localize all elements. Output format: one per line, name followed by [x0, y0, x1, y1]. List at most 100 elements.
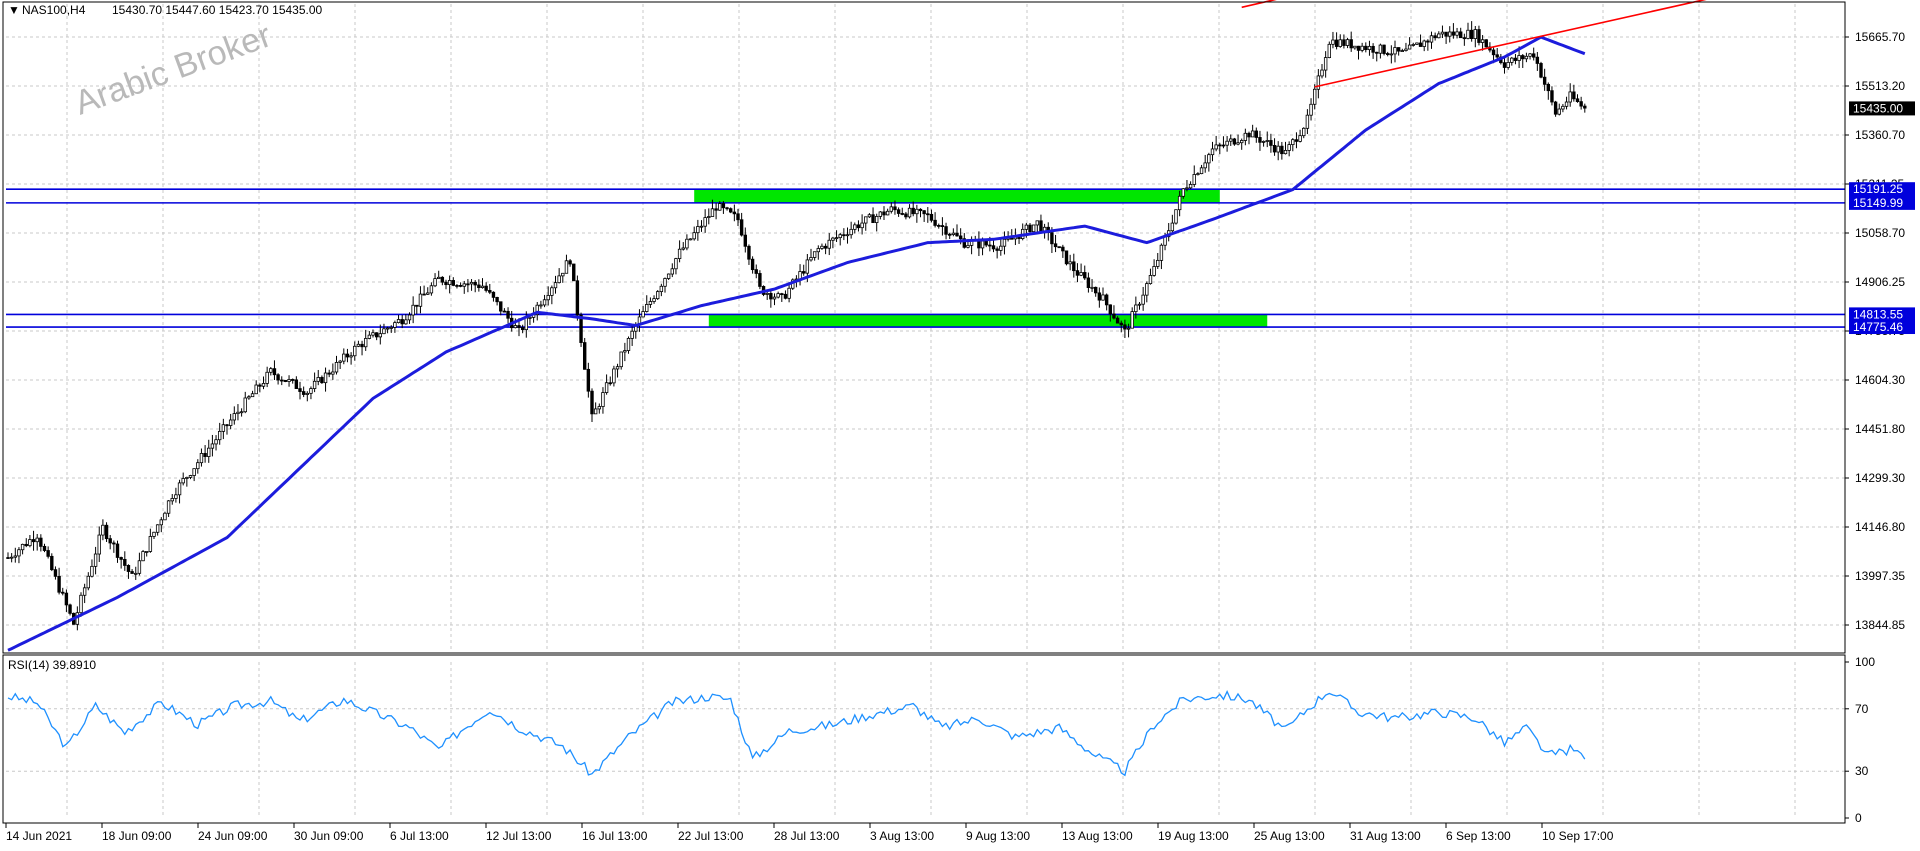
candle-body[interactable] — [1367, 45, 1372, 51]
candle-body[interactable] — [1126, 327, 1131, 330]
candle-body[interactable] — [1371, 45, 1375, 53]
candle-body[interactable] — [1564, 101, 1569, 107]
candle-body[interactable] — [900, 213, 904, 215]
candle-body[interactable] — [1375, 51, 1379, 54]
candle-body[interactable] — [1185, 187, 1189, 190]
candle-body[interactable] — [1221, 144, 1226, 147]
candle-body[interactable] — [1448, 31, 1452, 37]
candle-body[interactable] — [834, 237, 839, 240]
candle-body[interactable] — [1123, 324, 1127, 330]
candle-body[interactable] — [199, 452, 204, 464]
candle-body[interactable] — [1338, 39, 1342, 47]
candle-body[interactable] — [20, 543, 25, 551]
candle-body[interactable] — [535, 304, 539, 315]
candle-body[interactable] — [1024, 224, 1029, 230]
candle-body[interactable] — [1192, 174, 1196, 185]
candle-body[interactable] — [907, 207, 912, 218]
candle-body[interactable] — [1532, 53, 1536, 58]
candle-body[interactable] — [363, 338, 368, 348]
candle-body[interactable] — [429, 285, 434, 294]
candle-body[interactable] — [601, 392, 605, 407]
candle-body[interactable] — [984, 240, 988, 246]
candle-body[interactable] — [426, 292, 430, 295]
candle-body[interactable] — [477, 284, 481, 289]
candle-body[interactable] — [261, 383, 266, 387]
candle-body[interactable] — [674, 258, 678, 270]
candle-body[interactable] — [1502, 62, 1507, 68]
candle-body[interactable] — [309, 388, 313, 394]
candle-body[interactable] — [13, 555, 17, 558]
candle-body[interactable] — [1072, 261, 1076, 272]
candle-body[interactable] — [604, 382, 609, 393]
candle-body[interactable] — [849, 228, 853, 236]
candle-body[interactable] — [436, 276, 441, 280]
candle-body[interactable] — [1203, 162, 1207, 169]
candle-body[interactable] — [93, 553, 98, 567]
candle-body[interactable] — [1316, 75, 1321, 90]
candle-body[interactable] — [458, 285, 463, 287]
header-arrow-icon[interactable]: ▼ — [8, 3, 20, 17]
candle-body[interactable] — [53, 569, 58, 577]
candle-body[interactable] — [1276, 145, 1280, 153]
candle-body[interactable] — [250, 393, 255, 398]
candle-body[interactable] — [1575, 98, 1580, 103]
candle-body[interactable] — [1444, 31, 1448, 37]
candle-body[interactable] — [809, 257, 813, 261]
candle-body[interactable] — [615, 366, 620, 370]
candle-body[interactable] — [272, 368, 277, 376]
candle-body[interactable] — [718, 203, 722, 211]
candle-body[interactable] — [1331, 39, 1335, 45]
candle-body[interactable] — [524, 317, 528, 331]
candle-body[interactable] — [61, 591, 65, 594]
candle-body[interactable] — [962, 238, 966, 248]
candle-body[interactable] — [944, 226, 948, 235]
candle-body[interactable] — [1152, 266, 1156, 276]
candle-body[interactable] — [937, 225, 941, 227]
candle-body[interactable] — [1086, 277, 1091, 288]
candle-body[interactable] — [1561, 105, 1565, 110]
candle-body[interactable] — [725, 207, 729, 210]
candle-body[interactable] — [1521, 55, 1525, 60]
candle-body[interactable] — [597, 406, 601, 410]
candle-body[interactable] — [922, 210, 926, 215]
candle-body[interactable] — [714, 208, 718, 211]
candle-body[interactable] — [1459, 31, 1463, 39]
candle-body[interactable] — [948, 233, 952, 236]
candle-body[interactable] — [1473, 29, 1477, 39]
candle-body[interactable] — [404, 319, 408, 325]
candle-body[interactable] — [1583, 105, 1587, 109]
candle-body[interactable] — [557, 275, 561, 284]
candle-body[interactable] — [692, 232, 696, 240]
candle-body[interactable] — [823, 245, 828, 249]
candle-body[interactable] — [747, 245, 751, 260]
candle-body[interactable] — [86, 575, 90, 589]
candle-body[interactable] — [951, 232, 956, 235]
candle-body[interactable] — [776, 293, 780, 298]
candle-body[interactable] — [1017, 236, 1021, 239]
candle-body[interactable] — [1130, 311, 1134, 329]
candle-body[interactable] — [856, 224, 861, 229]
candle-body[interactable] — [1229, 138, 1233, 142]
candle-body[interactable] — [210, 443, 215, 449]
candle-body[interactable] — [568, 260, 572, 265]
candle-body[interactable] — [148, 536, 153, 552]
candle-body[interactable] — [1491, 49, 1496, 56]
candle-body[interactable] — [422, 293, 426, 296]
candle-body[interactable] — [991, 245, 996, 250]
candle-body[interactable] — [754, 269, 758, 274]
candle-body[interactable] — [980, 240, 985, 249]
candle-body[interactable] — [236, 411, 240, 415]
candle-body[interactable] — [283, 379, 288, 382]
candle-body[interactable] — [1272, 145, 1277, 153]
candle-body[interactable] — [115, 543, 120, 558]
candle-body[interactable] — [473, 281, 477, 286]
candle-body[interactable] — [933, 219, 937, 226]
candle-body[interactable] — [462, 283, 466, 287]
candle-body[interactable] — [1542, 76, 1547, 85]
candle-body[interactable] — [1407, 44, 1412, 50]
candle-body[interactable] — [64, 592, 69, 606]
candle-body[interactable] — [101, 524, 105, 536]
candle-body[interactable] — [572, 263, 576, 282]
candle-body[interactable] — [805, 259, 810, 274]
